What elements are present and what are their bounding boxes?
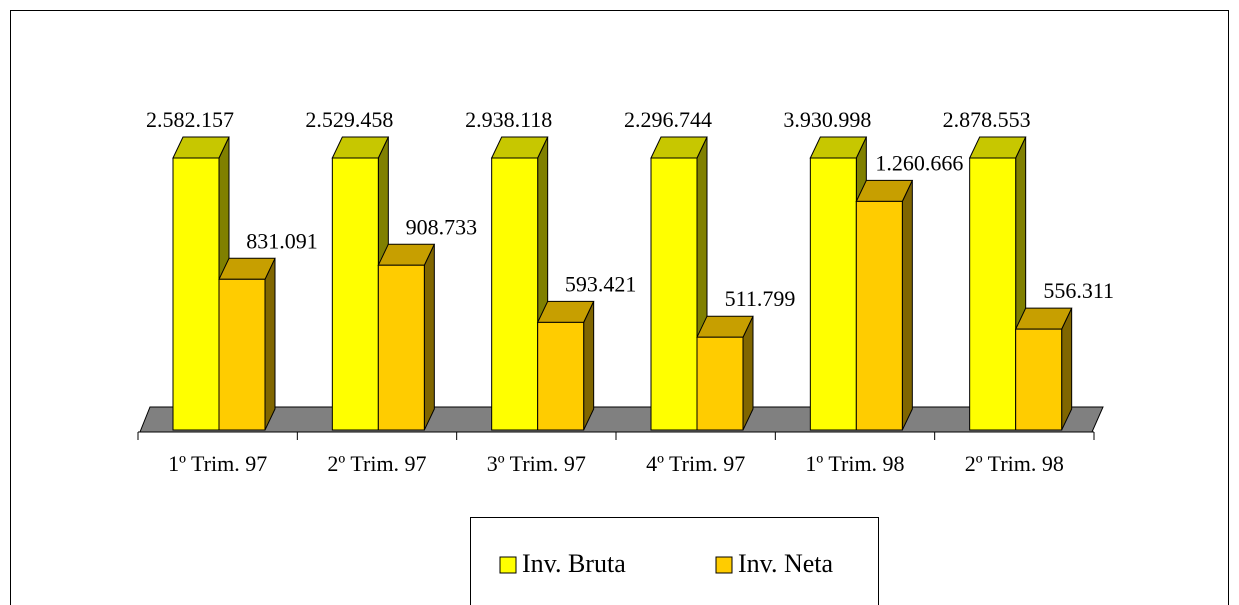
legend xyxy=(470,517,879,605)
bar-side xyxy=(583,301,595,431)
value-label: 2.938.118 xyxy=(465,107,552,132)
legend-label: Inv. Neta xyxy=(738,549,834,578)
value-label: 2.878.553 xyxy=(943,107,1031,132)
x-tick-label: 4º Trim. 97 xyxy=(646,451,745,476)
floor xyxy=(139,406,1104,433)
bar-top xyxy=(490,136,549,159)
bar-front xyxy=(1015,328,1063,431)
bar-side xyxy=(901,180,913,431)
bar-front xyxy=(218,278,266,431)
bar-front xyxy=(331,157,379,431)
bar-top xyxy=(331,136,390,159)
x-tick-label: 3º Trim. 97 xyxy=(487,451,586,476)
x-tick-label: 2º Trim. 98 xyxy=(965,451,1064,476)
value-label: 511.799 xyxy=(725,286,796,311)
x-tick-label: 2º Trim. 97 xyxy=(327,451,426,476)
bar xyxy=(1014,307,1073,431)
value-label: 593.421 xyxy=(565,271,637,296)
bar-top xyxy=(696,315,754,338)
bar-front xyxy=(969,157,1017,431)
bar-front xyxy=(809,157,857,431)
bar-front xyxy=(377,264,425,431)
bar-side xyxy=(423,244,435,431)
bar-side xyxy=(264,258,276,431)
bar-front xyxy=(696,336,744,431)
bar-top xyxy=(968,136,1027,159)
bar-top xyxy=(809,136,868,159)
bar-front xyxy=(537,321,585,431)
bar-top xyxy=(172,136,230,159)
bar-front xyxy=(491,157,539,431)
value-label: 2.582.157 xyxy=(146,107,234,132)
bar xyxy=(855,179,914,431)
bar-top xyxy=(536,300,595,323)
legend-swatch xyxy=(499,556,517,574)
bar-top xyxy=(377,243,436,266)
value-label: 556.311 xyxy=(1043,278,1114,303)
value-label: 908.733 xyxy=(406,214,478,239)
bar-front xyxy=(650,157,698,431)
value-label: 831.091 xyxy=(246,228,318,253)
bar-top xyxy=(218,257,276,280)
value-label: 1.260.666 xyxy=(875,150,963,175)
value-label: 2.296.744 xyxy=(624,107,712,132)
x-tick-label: 1º Trim. 98 xyxy=(805,451,904,476)
bar xyxy=(377,243,436,431)
bar xyxy=(331,136,390,431)
bar xyxy=(696,315,754,431)
bar xyxy=(968,136,1027,431)
value-label: 2.529.458 xyxy=(305,107,393,132)
bar-top xyxy=(855,179,914,202)
bar-top xyxy=(1014,307,1073,330)
bar-front xyxy=(172,157,220,431)
legend-label: Inv. Bruta xyxy=(522,549,626,578)
value-label: 3.930.998 xyxy=(783,107,871,132)
bar xyxy=(536,300,595,431)
bar-front xyxy=(855,200,903,431)
bar-top xyxy=(650,136,708,159)
x-tick-label: 1º Trim. 97 xyxy=(168,451,267,476)
bar xyxy=(218,257,276,431)
legend-swatch xyxy=(715,556,733,574)
